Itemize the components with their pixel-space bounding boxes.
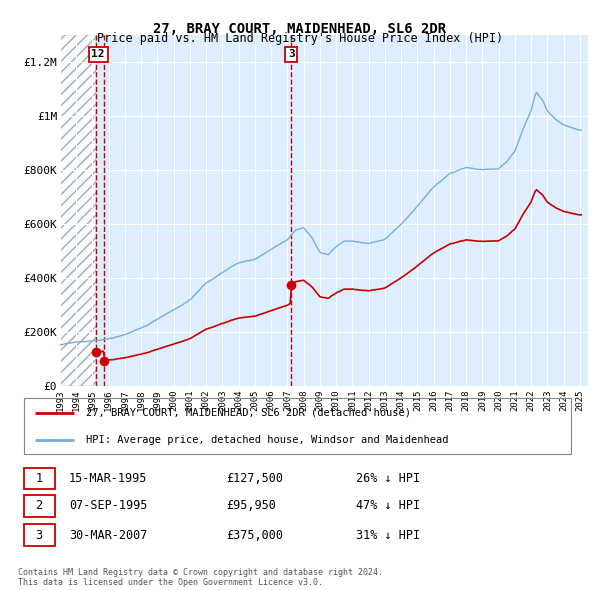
Text: Contains HM Land Registry data © Crown copyright and database right 2024.
This d: Contains HM Land Registry data © Crown c… [18, 568, 383, 587]
Text: 26% ↓ HPI: 26% ↓ HPI [356, 472, 421, 485]
Text: 07-SEP-1995: 07-SEP-1995 [69, 499, 147, 513]
Text: 3: 3 [35, 529, 43, 542]
Text: 27, BRAY COURT, MAIDENHEAD, SL6 2DR: 27, BRAY COURT, MAIDENHEAD, SL6 2DR [154, 22, 446, 37]
Text: 1: 1 [35, 472, 43, 485]
Text: £95,950: £95,950 [227, 499, 277, 513]
Text: 12: 12 [91, 50, 105, 60]
Bar [60, 35, 96, 386]
Text: 31% ↓ HPI: 31% ↓ HPI [356, 529, 421, 542]
Text: £375,000: £375,000 [227, 529, 284, 542]
Bar [60, 35, 96, 386]
Text: 47% ↓ HPI: 47% ↓ HPI [356, 499, 421, 513]
Text: 2: 2 [35, 499, 43, 513]
Text: Price paid vs. HM Land Registry's House Price Index (HPI): Price paid vs. HM Land Registry's House … [97, 32, 503, 45]
Text: 27, BRAY COURT, MAIDENHEAD, SL6 2DR (detached house): 27, BRAY COURT, MAIDENHEAD, SL6 2DR (det… [86, 408, 410, 418]
Text: £127,500: £127,500 [227, 472, 284, 485]
Text: 3: 3 [288, 50, 295, 60]
Text: 30-MAR-2007: 30-MAR-2007 [69, 529, 147, 542]
Text: 15-MAR-1995: 15-MAR-1995 [69, 472, 147, 485]
Text: HPI: Average price, detached house, Windsor and Maidenhead: HPI: Average price, detached house, Wind… [86, 435, 448, 445]
